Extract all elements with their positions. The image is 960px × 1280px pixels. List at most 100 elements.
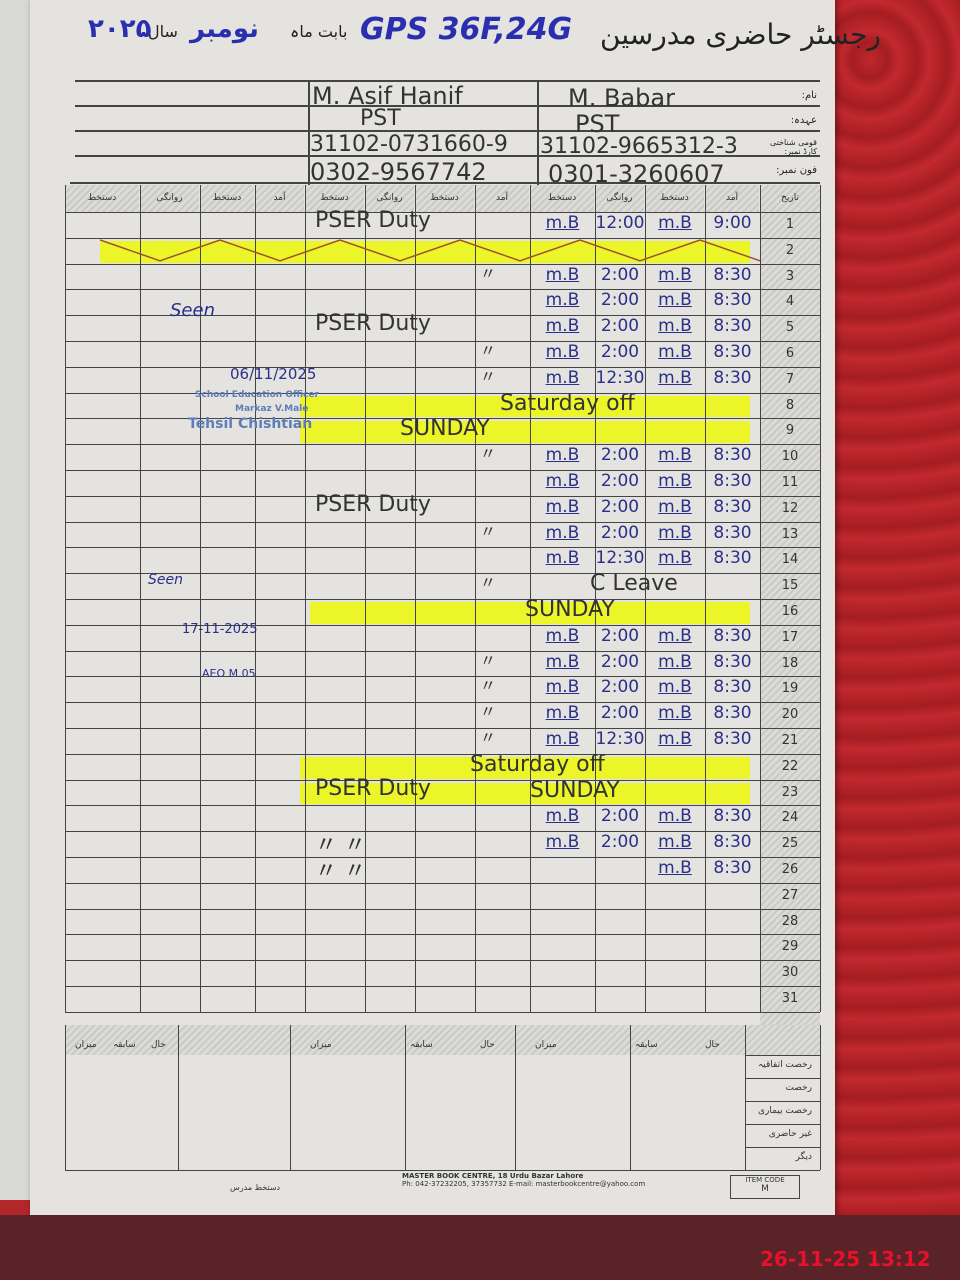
signature-initials: m.B — [545, 548, 580, 569]
seen-mark-1: Seen — [170, 300, 215, 321]
day-number: 13 — [781, 526, 799, 542]
signature-initials: m.B — [545, 213, 580, 233]
day-number: 15 — [781, 578, 799, 594]
publisher-line-2: Ph: 042-37232205, 37357732 E-mail: maste… — [402, 1180, 646, 1188]
day-number: 21 — [781, 733, 799, 748]
day-number: 19 — [781, 681, 799, 697]
signature-initials: m.B — [658, 445, 692, 466]
departure-time: 2:00 — [600, 290, 640, 311]
day-number: 16 — [781, 604, 799, 619]
header-signature: دستخط — [530, 185, 594, 212]
highlight-day-23 — [300, 782, 750, 805]
arrival-time: 8:30 — [713, 342, 752, 362]
row-line — [65, 934, 820, 936]
day-number: 6 — [785, 346, 795, 361]
row-line — [65, 573, 820, 575]
row-line — [65, 521, 820, 523]
day-number: 9 — [785, 423, 795, 439]
arrival-time: 8:30 — [713, 471, 752, 491]
teacher-2-entry: PSER Duty — [315, 491, 431, 517]
summary-column-line — [178, 1025, 179, 1170]
day-number: 17 — [781, 629, 799, 645]
header-signature: دستخط — [645, 185, 704, 212]
row-line — [65, 831, 820, 833]
row-line — [65, 237, 820, 239]
summary-column-line — [290, 1025, 291, 1170]
label-designation: عہدہ: — [790, 115, 817, 126]
summary-row-line — [745, 1055, 820, 1056]
day-number: 5 — [785, 320, 795, 336]
header-signature: دستخط — [65, 185, 139, 212]
column-line — [415, 185, 416, 1012]
column-line — [200, 185, 201, 1012]
day-number: 27 — [781, 887, 799, 903]
summary-header: سابقہ — [113, 1040, 136, 1050]
departure-time: 2:00 — [600, 342, 640, 362]
column-line — [255, 185, 256, 1012]
day-note: SUNDAY — [400, 416, 490, 442]
row-line — [65, 986, 820, 987]
teacher-2-entry: 〃 — [480, 702, 497, 722]
signature-initials: m.B — [545, 651, 580, 672]
header-arrival: آمد — [705, 185, 759, 212]
summary-column-line — [515, 1025, 516, 1170]
day-number: 25 — [781, 836, 799, 852]
arrival-time: 8:30 — [713, 496, 752, 517]
day-number: 20 — [781, 707, 799, 723]
teacher-1-name: M. Babar — [568, 84, 675, 112]
column-line — [65, 185, 66, 1012]
month-value: نومبر — [190, 14, 259, 44]
signature-initials: m.B — [545, 496, 580, 517]
teacher-2-entry: 〃 — [480, 676, 497, 696]
summary-column-line — [745, 1025, 746, 1170]
arrival-time: 8:30 — [713, 522, 752, 543]
departure-time: 12:30 — [595, 548, 645, 569]
label-cnic: قومی شناختی کارڈ نمبر: — [769, 138, 817, 156]
header-departure: روانگی — [365, 185, 414, 212]
day-number: 14 — [781, 552, 799, 568]
summary-column-line — [405, 1025, 406, 1170]
arrival-time: 8:30 — [713, 367, 752, 388]
departure-time: 12:30 — [595, 367, 645, 388]
signature-initials: m.B — [658, 806, 692, 827]
summary-label: رخصت بیماری — [758, 1106, 812, 1116]
day-number: 22 — [781, 758, 799, 774]
day-number: 1 — [785, 217, 795, 232]
signature-initials: m.B — [658, 342, 692, 362]
row-line — [65, 676, 820, 678]
summary-bottom-line — [65, 1170, 820, 1171]
day-note: SUNDAY — [530, 777, 620, 803]
row-line — [65, 908, 820, 910]
day-number: 10 — [781, 449, 799, 465]
day-number: 4 — [785, 294, 795, 310]
summary-label: رخصت اتفاقیہ — [757, 1060, 812, 1070]
school-name: GPS 36F,24G — [360, 12, 573, 47]
teacher-2-entry: 〃 — [480, 444, 497, 464]
arrival-time: 8:30 — [713, 651, 752, 672]
row-line — [65, 779, 820, 781]
column-line — [140, 185, 141, 1012]
arrival-time: 8:30 — [713, 264, 752, 285]
summary-header: حال — [705, 1040, 720, 1050]
summary-column-line — [630, 1025, 631, 1170]
summary-column-line — [820, 1025, 821, 1170]
signature-initials: m.B — [545, 625, 580, 646]
summary-label: غیر حاضری — [768, 1129, 812, 1139]
signature-initials: m.B — [658, 651, 692, 672]
day-note: SUNDAY — [525, 597, 615, 622]
header-signature: دستخط — [200, 185, 254, 212]
summary-row-line — [745, 1101, 820, 1102]
teacher-2-designation: PST — [360, 106, 401, 131]
day-note: Saturday off — [500, 390, 635, 416]
row-line — [65, 212, 820, 213]
column-line — [705, 185, 706, 1012]
departure-time: 12:30 — [595, 729, 645, 749]
day-number: 30 — [781, 965, 799, 981]
day-note: Saturday off — [470, 751, 605, 777]
seen-date-1: 06/11/2025 — [230, 365, 317, 383]
teacher-2-entry: 〃 — [480, 263, 497, 283]
row-line — [65, 857, 820, 858]
arrival-time: 8:30 — [713, 858, 752, 878]
signature-initials: m.B — [658, 290, 692, 311]
header-departure: روانگی — [595, 185, 644, 212]
